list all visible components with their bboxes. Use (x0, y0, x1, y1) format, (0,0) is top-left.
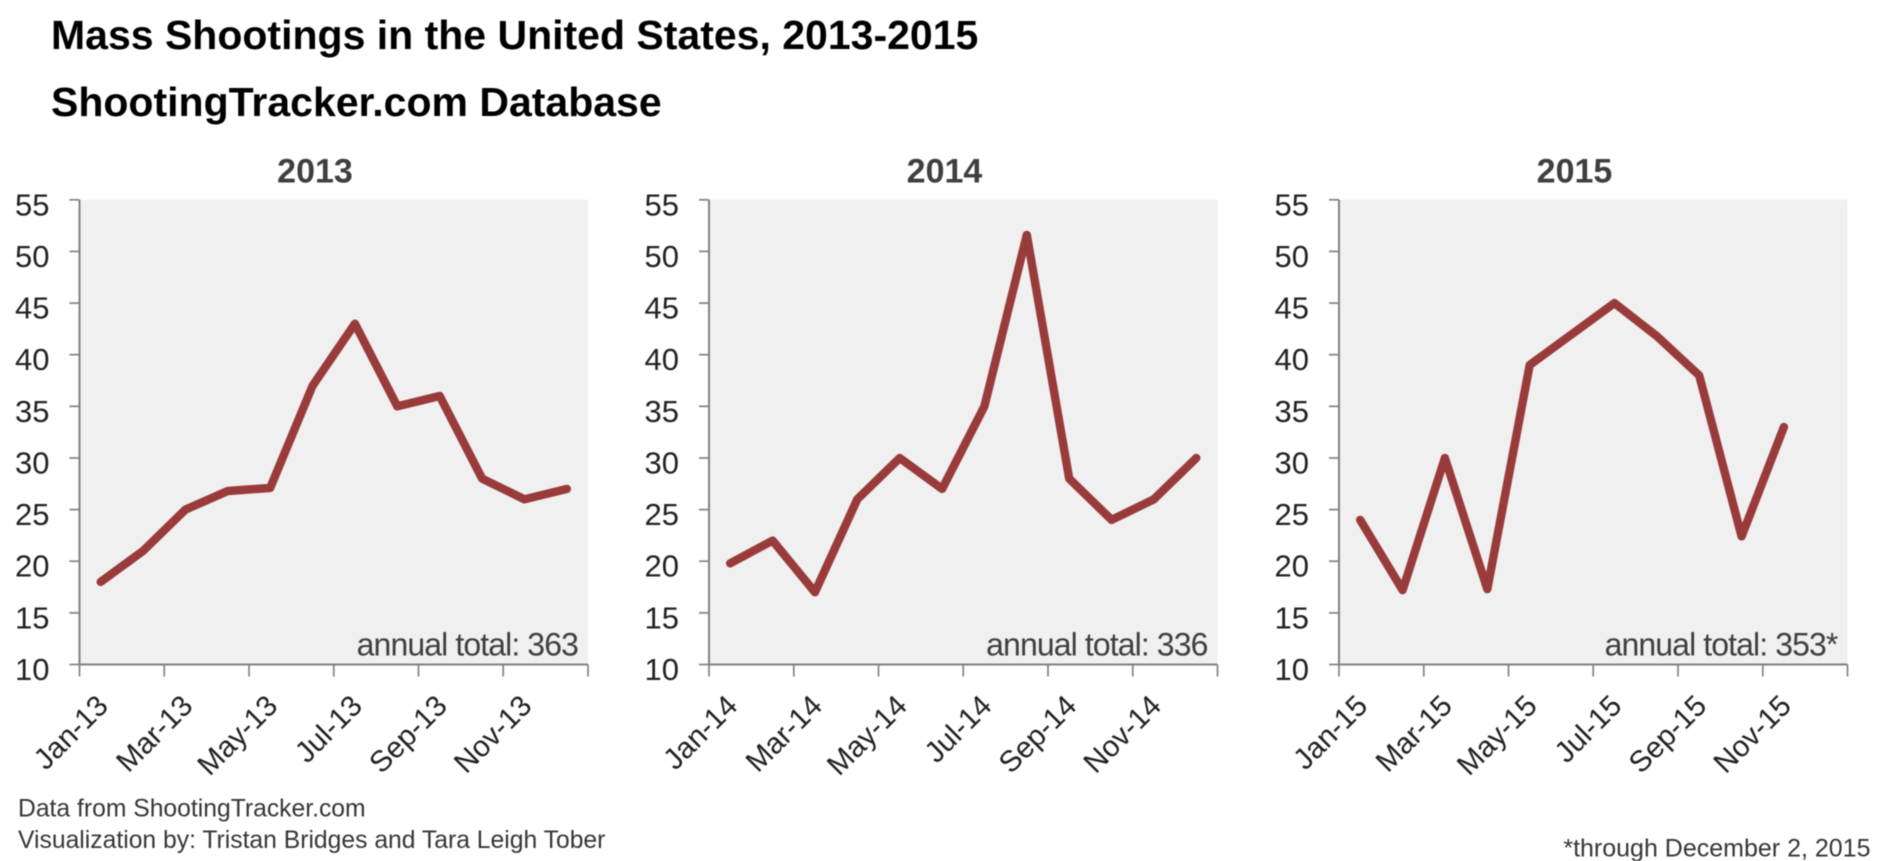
svg-text:45: 45 (1275, 291, 1309, 326)
svg-text:annual total: 336: annual total: 336 (986, 627, 1207, 663)
svg-text:2013: 2013 (277, 153, 353, 191)
svg-text:35: 35 (645, 394, 679, 429)
svg-text:*through December 2, 2015: *through December 2, 2015 (1563, 835, 1870, 861)
svg-text:35: 35 (1275, 394, 1309, 429)
svg-text:annual total: 353*: annual total: 353* (1605, 627, 1838, 663)
svg-text:20: 20 (1275, 549, 1309, 584)
svg-text:30: 30 (1275, 446, 1309, 481)
svg-text:Visualization by: Tristan Brid: Visualization by: Tristan Bridges and Ta… (18, 827, 605, 854)
svg-text:2014: 2014 (907, 153, 983, 191)
svg-text:55: 55 (15, 187, 49, 222)
svg-text:annual total: 363: annual total: 363 (357, 627, 578, 663)
svg-text:25: 25 (1275, 497, 1309, 532)
svg-text:30: 30 (645, 446, 679, 481)
svg-text:50: 50 (15, 239, 49, 274)
svg-text:10: 10 (1275, 652, 1309, 687)
svg-text:Data from ShootingTracker.com: Data from ShootingTracker.com (18, 796, 366, 823)
svg-text:25: 25 (15, 497, 49, 532)
svg-text:2015: 2015 (1537, 153, 1613, 191)
svg-text:35: 35 (15, 394, 49, 429)
svg-text:45: 45 (15, 291, 49, 326)
svg-text:55: 55 (645, 187, 679, 222)
svg-text:10: 10 (15, 652, 49, 687)
svg-text:45: 45 (645, 291, 679, 326)
svg-text:40: 40 (15, 342, 49, 377)
svg-text:40: 40 (645, 342, 679, 377)
svg-text:50: 50 (645, 239, 679, 274)
svg-text:25: 25 (645, 497, 679, 532)
svg-text:20: 20 (15, 549, 49, 584)
svg-text:ShootingTracker.com Database: ShootingTracker.com Database (51, 79, 662, 125)
svg-text:15: 15 (1275, 600, 1309, 635)
svg-text:15: 15 (645, 600, 679, 635)
svg-text:10: 10 (645, 652, 679, 687)
svg-text:20: 20 (645, 549, 679, 584)
svg-text:15: 15 (15, 600, 49, 635)
svg-text:40: 40 (1275, 342, 1309, 377)
svg-text:55: 55 (1275, 187, 1309, 222)
svg-text:30: 30 (15, 446, 49, 481)
svg-text:Mass Shootings in the United S: Mass Shootings in the United States, 201… (51, 12, 978, 58)
svg-text:50: 50 (1275, 239, 1309, 274)
